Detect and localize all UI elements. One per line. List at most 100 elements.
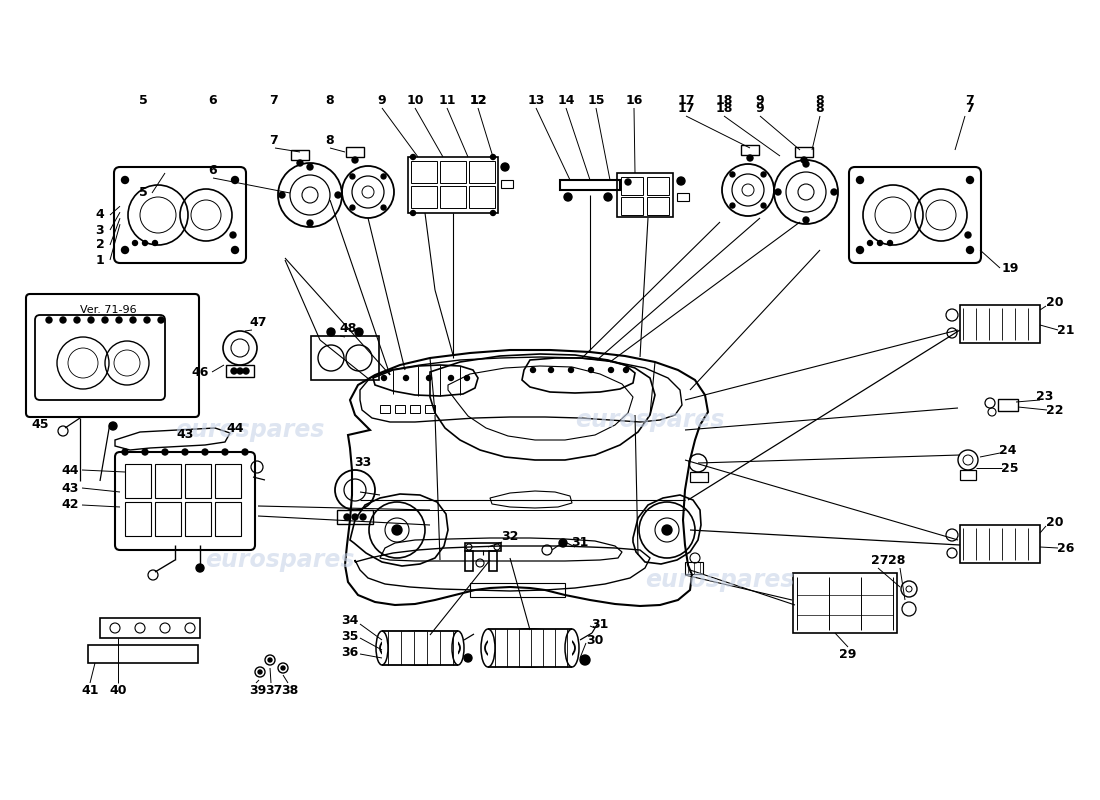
Circle shape [427, 375, 431, 381]
Bar [88, 645, 198, 663]
Circle shape [967, 246, 974, 254]
Text: 37: 37 [265, 683, 283, 697]
Circle shape [231, 246, 239, 254]
Bar [382, 631, 458, 665]
Circle shape [500, 163, 509, 171]
Circle shape [449, 375, 453, 381]
Circle shape [604, 193, 612, 201]
Bar [465, 551, 473, 571]
Text: 11: 11 [438, 94, 455, 106]
Circle shape [464, 654, 472, 662]
Circle shape [258, 670, 262, 674]
Text: 35: 35 [341, 630, 359, 642]
Text: 38: 38 [282, 683, 298, 697]
Bar [560, 180, 620, 190]
Bar [685, 562, 703, 574]
Circle shape [142, 449, 148, 455]
Text: eurospares: eurospares [175, 418, 324, 442]
Circle shape [243, 368, 249, 374]
Text: 36: 36 [341, 646, 359, 658]
Bar [500, 180, 513, 188]
Text: 17: 17 [678, 102, 695, 114]
Circle shape [196, 564, 204, 572]
Bar [411, 161, 437, 183]
Bar [395, 405, 405, 413]
Bar [490, 551, 497, 571]
Circle shape [153, 241, 157, 246]
Circle shape [830, 189, 837, 195]
Text: 6: 6 [209, 163, 218, 177]
Circle shape [410, 210, 416, 215]
Bar [292, 150, 309, 160]
Circle shape [730, 203, 735, 208]
Circle shape [392, 525, 402, 535]
Bar [185, 502, 211, 536]
Bar [125, 502, 151, 536]
Text: 20: 20 [1046, 515, 1064, 529]
Text: 29: 29 [839, 649, 857, 662]
Text: 8: 8 [326, 134, 334, 146]
Text: 8: 8 [816, 94, 824, 106]
Text: 7: 7 [966, 102, 975, 114]
Text: 7: 7 [268, 134, 277, 146]
Circle shape [231, 177, 239, 183]
Bar [379, 405, 390, 413]
Text: 22: 22 [1046, 403, 1064, 417]
Text: 5: 5 [139, 186, 147, 199]
Bar [226, 365, 254, 377]
Circle shape [297, 160, 302, 166]
Text: 7: 7 [268, 94, 277, 106]
Bar [337, 510, 373, 524]
Circle shape [88, 317, 94, 323]
Circle shape [360, 514, 366, 520]
Circle shape [74, 317, 80, 323]
Circle shape [350, 174, 355, 179]
Circle shape [676, 177, 685, 185]
Text: 33: 33 [354, 455, 372, 469]
Text: 20: 20 [1046, 295, 1064, 309]
Text: 34: 34 [341, 614, 359, 626]
Circle shape [130, 317, 136, 323]
Bar [440, 186, 466, 208]
Circle shape [549, 367, 553, 373]
Circle shape [236, 368, 243, 374]
Circle shape [588, 367, 594, 373]
Circle shape [222, 449, 228, 455]
Text: 26: 26 [1057, 542, 1075, 554]
Bar [311, 336, 379, 380]
Circle shape [268, 658, 272, 662]
Text: 12: 12 [470, 94, 486, 106]
Circle shape [162, 449, 168, 455]
Circle shape [381, 174, 386, 179]
Text: 8: 8 [326, 94, 334, 106]
Text: 18: 18 [715, 102, 733, 114]
Bar [470, 583, 565, 597]
Bar [690, 472, 708, 482]
Text: 44: 44 [62, 463, 79, 477]
Circle shape [344, 514, 350, 520]
Text: 2: 2 [96, 238, 104, 251]
Bar [960, 525, 1040, 563]
Circle shape [491, 154, 495, 159]
Circle shape [624, 367, 628, 373]
Text: 41: 41 [81, 683, 99, 697]
Circle shape [280, 666, 285, 670]
Text: 18: 18 [715, 94, 733, 106]
Bar [185, 464, 211, 498]
Circle shape [350, 205, 355, 210]
Circle shape [569, 367, 573, 373]
Circle shape [242, 449, 248, 455]
Bar [469, 161, 495, 183]
Circle shape [491, 210, 495, 215]
Circle shape [307, 164, 314, 170]
Text: 9: 9 [377, 94, 386, 106]
Bar [425, 405, 435, 413]
Bar [346, 147, 364, 157]
Bar [960, 470, 976, 480]
Circle shape [230, 232, 236, 238]
Text: 13: 13 [527, 94, 544, 106]
Text: 42: 42 [62, 498, 79, 511]
Circle shape [803, 217, 808, 223]
Text: 32: 32 [502, 530, 519, 543]
Circle shape [888, 241, 892, 246]
